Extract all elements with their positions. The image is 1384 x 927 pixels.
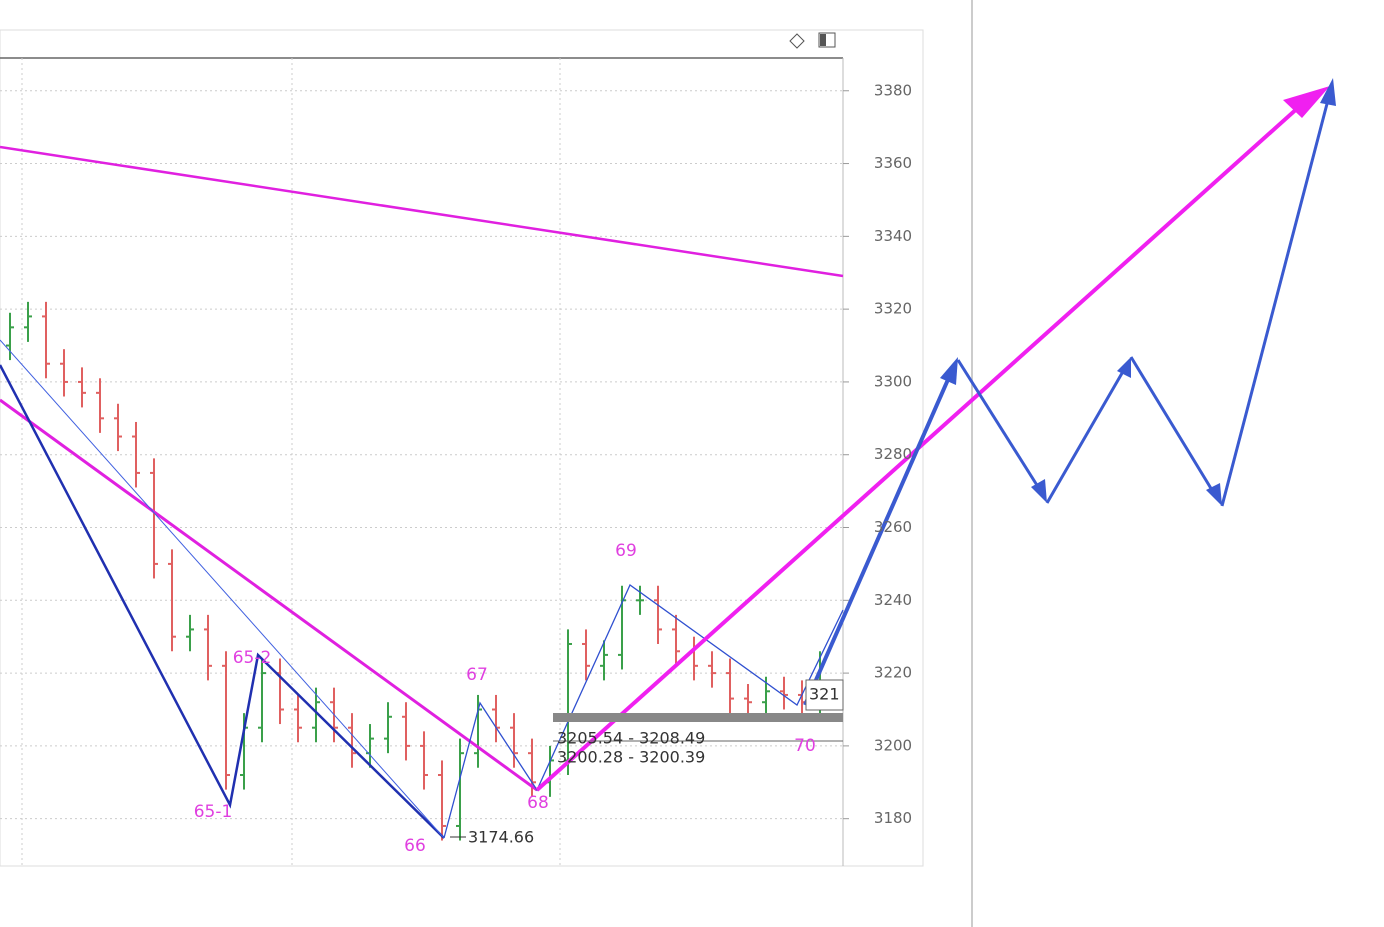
y-tick-label: 3340 — [874, 227, 912, 245]
price-label: 321 — [809, 685, 840, 704]
y-tick-label: 3360 — [874, 154, 912, 172]
trend-line — [0, 398, 538, 792]
panel-icon-fill — [820, 34, 826, 46]
arrow-head — [1031, 479, 1047, 503]
price-label: 3174.66 — [468, 828, 534, 847]
zone-band — [553, 713, 843, 722]
projection-arrow — [1129, 356, 1217, 496]
y-tick-label: 3260 — [874, 518, 912, 536]
wave-line — [443, 584, 844, 839]
bars — [6, 301, 824, 841]
panel-icon[interactable] — [818, 32, 836, 48]
y-tick-label: 3280 — [874, 445, 912, 463]
y-tick-label: 3240 — [874, 591, 912, 609]
trend-line — [0, 145, 844, 278]
y-tick-label: 3320 — [874, 300, 912, 318]
channel-line — [0, 339, 445, 839]
price-box — [805, 679, 844, 711]
annotations — [0, 78, 1336, 839]
projection-arrow — [803, 374, 952, 706]
y-tick-label: 3180 — [874, 809, 912, 827]
price-label: 3200.28 - 3200.39 — [557, 748, 705, 767]
wave-label: 69 — [615, 541, 637, 561]
arrow-head — [1320, 78, 1336, 106]
wave-label: 70 — [794, 736, 816, 756]
diamond-icon[interactable] — [789, 33, 805, 49]
wave-line — [0, 364, 445, 839]
projection-arrow — [1220, 99, 1330, 507]
wave-label: 68 — [527, 793, 549, 813]
arrow-head — [1206, 483, 1222, 506]
wave-label: 67 — [466, 665, 488, 685]
arrow-head — [1283, 86, 1330, 118]
y-tick-label: 3380 — [874, 81, 912, 99]
projection-arrow — [1045, 367, 1127, 504]
arrow-head — [1117, 357, 1131, 378]
price-label: 3205.54 - 3208.49 — [557, 729, 705, 748]
wave-label: 66 — [404, 836, 426, 856]
grid — [0, 58, 843, 866]
arrow-head — [940, 357, 958, 385]
wave-label: 65-2 — [233, 648, 272, 668]
y-tick-label: 3300 — [874, 372, 912, 390]
y-tick-label: 3220 — [874, 664, 912, 682]
projection-arrow — [956, 359, 1042, 491]
wave-label: 65-1 — [194, 802, 233, 822]
y-tick-label: 3200 — [874, 736, 912, 754]
